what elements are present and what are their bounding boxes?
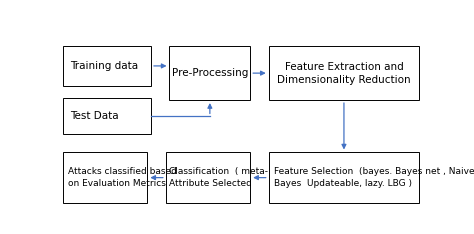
FancyBboxPatch shape bbox=[169, 46, 250, 100]
FancyBboxPatch shape bbox=[269, 152, 419, 203]
Text: Feature Selection  (bayes. Bayes net , Naive
Bayes  Updateable, lazy. LBG ): Feature Selection (bayes. Bayes net , Na… bbox=[274, 167, 474, 188]
FancyBboxPatch shape bbox=[63, 46, 151, 86]
Text: Classification  ( meta-
Attribute Selected: Classification ( meta- Attribute Selecte… bbox=[169, 167, 268, 188]
FancyBboxPatch shape bbox=[166, 152, 250, 203]
Text: Feature Extraction and
Dimensionality Reduction: Feature Extraction and Dimensionality Re… bbox=[277, 62, 411, 85]
Text: Test Data: Test Data bbox=[70, 111, 119, 121]
FancyBboxPatch shape bbox=[63, 98, 151, 134]
Text: Training data: Training data bbox=[70, 61, 138, 71]
FancyBboxPatch shape bbox=[269, 46, 419, 100]
Text: Attacks classified based
on Evaluation Metrics: Attacks classified based on Evaluation M… bbox=[68, 167, 177, 188]
Text: Pre-Processing: Pre-Processing bbox=[172, 68, 248, 78]
FancyBboxPatch shape bbox=[63, 152, 147, 203]
